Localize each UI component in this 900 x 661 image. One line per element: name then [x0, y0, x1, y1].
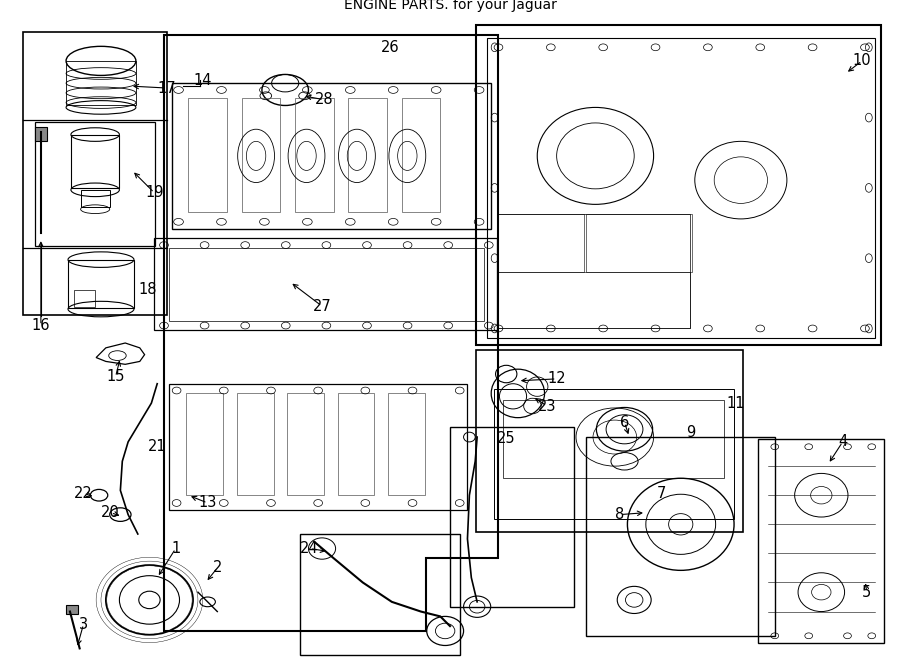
Text: 2: 2 — [212, 561, 222, 576]
Text: 12: 12 — [547, 371, 566, 387]
Text: 9: 9 — [686, 425, 695, 440]
Text: 17: 17 — [158, 81, 176, 96]
Bar — [68, 260, 134, 308]
Bar — [295, 98, 334, 212]
Bar — [586, 214, 692, 272]
Bar — [287, 393, 324, 495]
Bar — [493, 389, 734, 520]
Text: 19: 19 — [145, 185, 164, 200]
Bar — [35, 122, 156, 246]
Text: 22: 22 — [74, 486, 93, 501]
Bar — [188, 98, 227, 212]
Bar — [503, 400, 724, 478]
Text: 13: 13 — [198, 496, 217, 510]
Bar — [476, 25, 881, 345]
Bar — [497, 214, 584, 272]
Bar — [388, 393, 425, 495]
Bar — [74, 290, 95, 307]
Text: 4: 4 — [838, 434, 847, 449]
Bar — [300, 534, 460, 655]
Text: 8: 8 — [615, 507, 625, 522]
Text: 6: 6 — [620, 415, 629, 430]
Text: 23: 23 — [537, 399, 556, 414]
Text: 7: 7 — [657, 486, 666, 501]
Text: 28: 28 — [315, 92, 333, 107]
Text: 14: 14 — [194, 73, 212, 88]
Bar — [401, 98, 440, 212]
Text: 15: 15 — [106, 369, 125, 385]
Text: 16: 16 — [32, 318, 50, 333]
Text: 5: 5 — [862, 585, 871, 600]
Text: 21: 21 — [148, 440, 166, 454]
Bar — [186, 393, 223, 495]
Bar — [35, 127, 47, 141]
Bar — [497, 214, 690, 329]
Text: 25: 25 — [497, 432, 516, 446]
Text: 20: 20 — [102, 505, 120, 520]
Text: ENGINE PARTS. for your Jaguar: ENGINE PARTS. for your Jaguar — [344, 0, 556, 13]
Text: 18: 18 — [139, 282, 157, 297]
Text: 26: 26 — [381, 40, 400, 55]
Bar — [348, 98, 387, 212]
Bar — [23, 32, 166, 315]
Bar — [81, 190, 110, 208]
Bar — [241, 98, 280, 212]
Bar — [476, 350, 742, 532]
Text: 27: 27 — [312, 299, 331, 314]
Text: 11: 11 — [727, 396, 745, 410]
Text: 24: 24 — [300, 541, 319, 556]
Bar — [338, 393, 374, 495]
Bar — [497, 272, 690, 329]
Text: 3: 3 — [79, 617, 88, 632]
Bar — [66, 61, 136, 104]
Text: 1: 1 — [171, 541, 180, 556]
Bar — [237, 393, 274, 495]
Bar — [66, 605, 77, 615]
Bar — [586, 437, 775, 636]
Text: 10: 10 — [852, 54, 871, 68]
Bar — [71, 135, 120, 188]
Bar — [450, 428, 574, 607]
